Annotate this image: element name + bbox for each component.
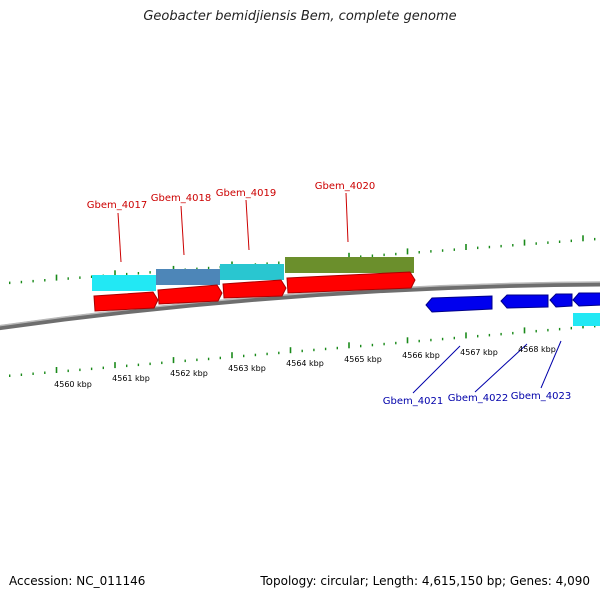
gene-label-gbem-4022[interactable]: Gbem_4022 xyxy=(448,393,508,404)
feature-bar-olive[interactable] xyxy=(285,257,414,273)
lower-gene-labels: Gbem_4021 Gbem_4022 Gbem_4023 xyxy=(383,340,571,407)
upper-gene-labels: Gbem_4017 Gbem_4018 Gbem_4019 Gbem_4020 xyxy=(87,181,375,263)
gene-label-gbem-4018[interactable]: Gbem_4018 xyxy=(151,193,211,204)
gene-arrow-gbem-4019[interactable] xyxy=(222,279,287,299)
genome-backbone xyxy=(0,281,600,331)
gene-arrow-gbem-4017[interactable] xyxy=(93,291,159,312)
scale-label-4565: 4565 kbp xyxy=(344,355,382,364)
lower-tick-track xyxy=(8,322,596,377)
scale-label-4562: 4562 kbp xyxy=(170,369,208,378)
feature-bar-cyan[interactable] xyxy=(92,275,156,291)
feature-bar-steelblue[interactable] xyxy=(156,269,220,285)
feature-bar-teal[interactable] xyxy=(220,264,284,280)
feature-bar-cyan-lower[interactable] xyxy=(573,313,600,326)
page-title: Geobacter bemidjiensis Bem, complete gen… xyxy=(143,9,457,24)
gene-arrow-gbem-4020[interactable] xyxy=(286,271,416,294)
gene-arrow-gbem-4022[interactable] xyxy=(500,294,549,309)
feature-track xyxy=(92,257,414,291)
gene-label-gbem-4020[interactable]: Gbem_4020 xyxy=(315,181,375,192)
gene-label-gbem-4021[interactable]: Gbem_4021 xyxy=(383,396,443,407)
gene-label-gbem-4019[interactable]: Gbem_4019 xyxy=(216,188,276,199)
scale-label-4560: 4560 kbp xyxy=(54,380,92,389)
gene-label-gbem-4017[interactable]: Gbem_4017 xyxy=(87,200,147,211)
scale-label-4561: 4561 kbp xyxy=(112,374,150,383)
gene-arrow-gbem-4018[interactable] xyxy=(157,284,223,305)
scale-label-4567: 4567 kbp xyxy=(460,348,498,357)
genome-backbone-highlight xyxy=(0,281,600,327)
accession-text: Accession: NC_011146 xyxy=(9,574,146,588)
scale-label-4563: 4563 kbp xyxy=(228,364,266,373)
scale-labels: 4560 kbp 4561 kbp 4562 kbp 4563 kbp 4564… xyxy=(54,345,556,389)
scale-label-4564: 4564 kbp xyxy=(286,359,324,368)
forward-gene-track xyxy=(93,271,416,312)
gene-arrow-gbem-4023[interactable] xyxy=(572,292,600,307)
gene-label-gbem-4023[interactable]: Gbem_4023 xyxy=(511,391,571,402)
scale-label-4568: 4568 kbp xyxy=(518,345,556,354)
reverse-gene-track xyxy=(425,292,600,326)
scale-label-4566: 4566 kbp xyxy=(402,351,440,360)
genome-summary-text: Topology: circular; Length: 4,615,150 bp… xyxy=(260,574,590,588)
gene-arrow-gbem-4022b[interactable] xyxy=(549,293,573,308)
gene-arrow-gbem-4021[interactable] xyxy=(425,295,493,313)
